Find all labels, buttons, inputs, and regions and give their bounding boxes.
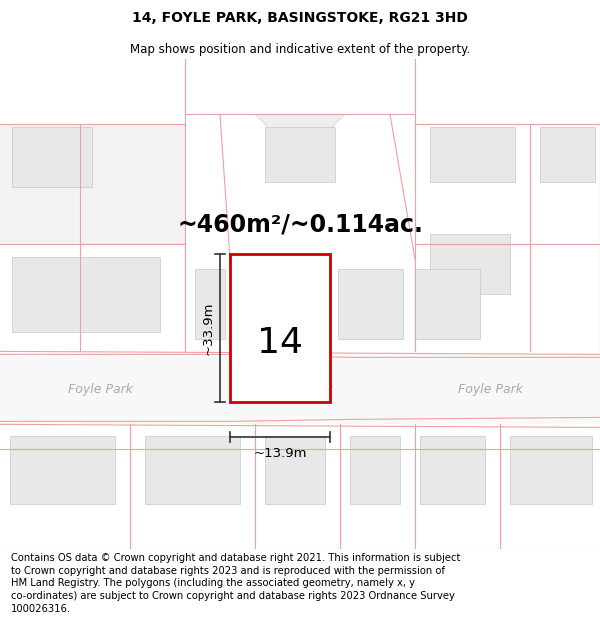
- Text: Foyle Park: Foyle Park: [268, 383, 332, 396]
- Bar: [0, 354, 600, 424]
- Polygon shape: [255, 114, 345, 159]
- Bar: [12, 127, 92, 188]
- Bar: [415, 269, 480, 339]
- Bar: [510, 436, 592, 504]
- Bar: [10, 436, 115, 504]
- Bar: [338, 269, 403, 339]
- Text: ~33.9m: ~33.9m: [202, 302, 215, 355]
- Bar: [265, 436, 325, 504]
- Bar: [430, 127, 515, 182]
- Text: Contains OS data © Crown copyright and database right 2021. This information is : Contains OS data © Crown copyright and d…: [11, 552, 460, 614]
- Bar: [420, 436, 485, 504]
- Text: 14: 14: [257, 326, 303, 361]
- Text: Foyle Park: Foyle Park: [67, 383, 133, 396]
- Bar: [230, 254, 330, 402]
- Text: ~460m²/~0.114ac.: ~460m²/~0.114ac.: [177, 213, 423, 236]
- Bar: [265, 127, 335, 182]
- Text: Foyle Park: Foyle Park: [458, 383, 523, 396]
- Bar: [540, 127, 595, 182]
- Bar: [145, 436, 240, 504]
- Text: 14, FOYLE PARK, BASINGSTOKE, RG21 3HD: 14, FOYLE PARK, BASINGSTOKE, RG21 3HD: [132, 11, 468, 26]
- Text: ~13.9m: ~13.9m: [253, 447, 307, 460]
- Bar: [0, 124, 185, 244]
- Text: Map shows position and indicative extent of the property.: Map shows position and indicative extent…: [130, 43, 470, 56]
- Bar: [195, 269, 225, 339]
- Bar: [350, 436, 400, 504]
- Bar: [430, 234, 510, 294]
- Bar: [12, 258, 160, 332]
